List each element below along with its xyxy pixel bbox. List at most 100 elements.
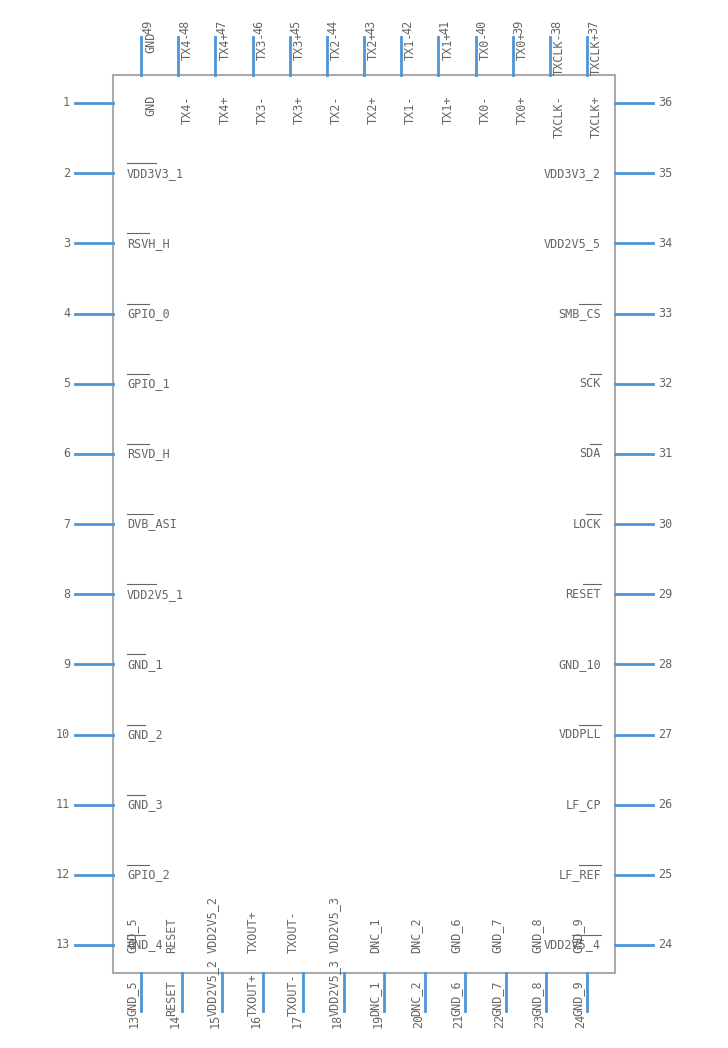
Text: LOCK: LOCK (572, 518, 601, 530)
Text: GND: GND (144, 95, 157, 116)
Text: 24: 24 (658, 939, 672, 952)
Text: 44: 44 (327, 20, 340, 34)
Text: GND_7: GND_7 (490, 980, 503, 1016)
Text: 17: 17 (290, 1014, 303, 1028)
Text: VDD2V5_2: VDD2V5_2 (206, 896, 219, 953)
Text: 3: 3 (63, 237, 70, 249)
Text: RSVD_H: RSVD_H (127, 447, 170, 460)
Text: 24: 24 (574, 1014, 587, 1028)
Text: 15: 15 (209, 1014, 222, 1028)
Text: GND_9: GND_9 (571, 980, 584, 1016)
Text: 4: 4 (63, 307, 70, 320)
Text: 41: 41 (438, 20, 451, 34)
Text: TX3-: TX3- (256, 95, 269, 124)
Text: VDD2V5_2: VDD2V5_2 (206, 959, 219, 1016)
Text: VDD2V5_5: VDD2V5_5 (544, 237, 601, 249)
Text: 7: 7 (63, 518, 70, 530)
Text: TX2+: TX2+ (367, 32, 380, 61)
Text: TX1-: TX1- (404, 32, 417, 61)
Text: 46: 46 (253, 20, 266, 34)
Text: 43: 43 (364, 20, 377, 34)
Text: TX3+: TX3+ (293, 32, 306, 61)
Text: 18: 18 (331, 1014, 344, 1028)
Text: GND_9: GND_9 (571, 917, 584, 953)
Text: RESET: RESET (566, 588, 601, 601)
Text: DNC_1: DNC_1 (368, 917, 381, 953)
Text: TX0+: TX0+ (515, 95, 529, 124)
Text: RESET: RESET (165, 980, 178, 1016)
Text: TXCLK-: TXCLK- (553, 32, 566, 74)
Text: GPIO_0: GPIO_0 (127, 307, 170, 320)
Text: 1: 1 (63, 96, 70, 109)
Text: TXOUT+: TXOUT+ (247, 974, 260, 1016)
Text: GND_7: GND_7 (490, 917, 503, 953)
Text: 23: 23 (534, 1014, 547, 1028)
Text: 49: 49 (141, 20, 154, 34)
Text: 12: 12 (56, 869, 70, 881)
Text: 20: 20 (412, 1014, 425, 1028)
Text: TXCLK-: TXCLK- (553, 95, 566, 137)
Text: 27: 27 (658, 728, 672, 741)
Text: 8: 8 (63, 588, 70, 601)
Text: SDA: SDA (579, 447, 601, 460)
Text: TX2-: TX2- (330, 32, 343, 61)
Text: LF_CP: LF_CP (566, 799, 601, 811)
Text: 2: 2 (63, 167, 70, 179)
Text: TX1-: TX1- (404, 95, 417, 124)
Text: TX0+: TX0+ (515, 32, 529, 61)
Text: GND_8: GND_8 (531, 917, 544, 953)
Text: 11: 11 (56, 799, 70, 811)
Text: 48: 48 (178, 20, 191, 34)
Text: TX4-: TX4- (181, 32, 194, 61)
Text: TX2+: TX2+ (367, 95, 380, 124)
Text: VDD2V5_3: VDD2V5_3 (328, 959, 341, 1016)
Text: RSVH_H: RSVH_H (127, 237, 170, 249)
Text: 29: 29 (658, 588, 672, 601)
Text: VDD3V3_2: VDD3V3_2 (544, 167, 601, 179)
Text: DNC_2: DNC_2 (409, 980, 422, 1016)
Text: GND: GND (144, 32, 157, 53)
Text: 33: 33 (658, 307, 672, 320)
Text: GND_6: GND_6 (449, 917, 462, 953)
Text: VDD2V5_1: VDD2V5_1 (127, 588, 184, 601)
Text: GPIO_1: GPIO_1 (127, 377, 170, 390)
Text: GND_3: GND_3 (127, 799, 162, 811)
Text: 35: 35 (658, 167, 672, 179)
Text: 40: 40 (475, 20, 488, 34)
Text: 21: 21 (452, 1014, 465, 1028)
Text: VDD2V5_4: VDD2V5_4 (544, 939, 601, 952)
Text: TX0-: TX0- (478, 95, 491, 124)
Text: DNC_2: DNC_2 (409, 917, 422, 953)
Text: GPIO_2: GPIO_2 (127, 869, 170, 881)
Text: 5: 5 (63, 377, 70, 390)
Text: GND_1: GND_1 (127, 658, 162, 671)
Text: TX4+: TX4+ (218, 95, 232, 124)
Text: SCK: SCK (579, 377, 601, 390)
Text: 9: 9 (63, 658, 70, 671)
Text: TX3-: TX3- (256, 32, 269, 61)
Text: GND_5: GND_5 (125, 917, 138, 953)
Text: TXOUT-: TXOUT- (287, 974, 300, 1016)
Text: VDDPLL: VDDPLL (558, 728, 601, 741)
Text: 26: 26 (658, 799, 672, 811)
Text: 28: 28 (658, 658, 672, 671)
Text: GND_8: GND_8 (531, 980, 544, 1016)
Text: 10: 10 (56, 728, 70, 741)
Text: GND_5: GND_5 (125, 980, 138, 1016)
Text: SMB_CS: SMB_CS (558, 307, 601, 320)
Text: RESET: RESET (165, 917, 178, 953)
Text: TXOUT-: TXOUT- (287, 911, 300, 953)
Text: 38: 38 (550, 20, 563, 34)
Text: DNC_1: DNC_1 (368, 980, 381, 1016)
Text: TXOUT+: TXOUT+ (247, 911, 260, 953)
Text: 34: 34 (658, 237, 672, 249)
Text: GND_4: GND_4 (127, 939, 162, 952)
Text: GND_10: GND_10 (558, 658, 601, 671)
Bar (113, 75, 615, 973)
Text: 42: 42 (401, 20, 414, 34)
Text: TX0-: TX0- (478, 32, 491, 61)
Text: 47: 47 (215, 20, 229, 34)
Text: 32: 32 (658, 377, 672, 390)
Text: TX4+: TX4+ (218, 32, 232, 61)
Text: 16: 16 (250, 1014, 263, 1028)
